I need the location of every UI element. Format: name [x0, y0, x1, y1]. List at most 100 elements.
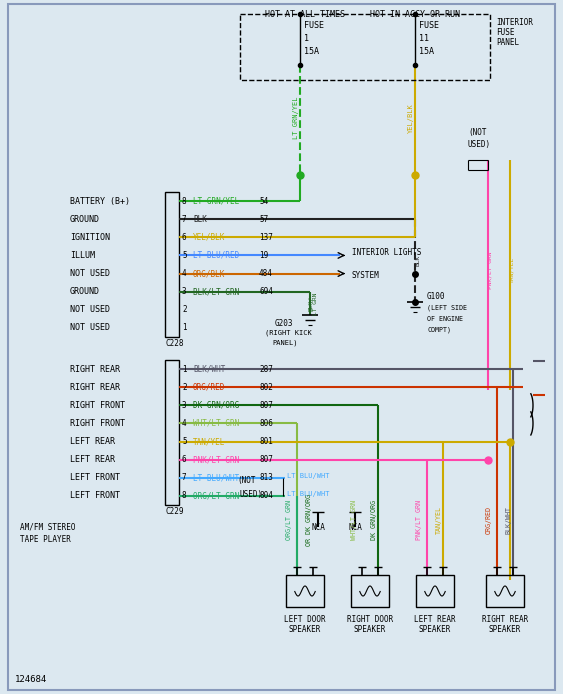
- Text: 6: 6: [182, 232, 186, 242]
- Text: HOT IN ACCY OR RUN: HOT IN ACCY OR RUN: [370, 10, 460, 19]
- Text: GROUND: GROUND: [70, 214, 100, 223]
- Text: PNK/LT GRN: PNK/LT GRN: [416, 500, 422, 540]
- Text: 54: 54: [259, 196, 268, 205]
- Text: 19: 19: [259, 251, 268, 260]
- Text: 806: 806: [259, 419, 273, 428]
- Text: 813: 813: [259, 473, 273, 482]
- Text: ILLUM: ILLUM: [70, 251, 95, 260]
- Text: BLK/WHT: BLK/WHT: [506, 506, 512, 534]
- Text: PNK/LT GRN: PNK/LT GRN: [193, 455, 239, 464]
- Text: RIGHT REAR: RIGHT REAR: [70, 382, 120, 391]
- Text: 2: 2: [182, 305, 186, 314]
- Text: 15A: 15A: [304, 46, 319, 56]
- Text: 124684: 124684: [15, 675, 47, 684]
- Text: RIGHT FRONT: RIGHT FRONT: [70, 419, 125, 428]
- Text: RIGHT REAR
SPEAKER: RIGHT REAR SPEAKER: [482, 615, 528, 634]
- Text: TAN/YEL: TAN/YEL: [510, 257, 515, 283]
- Text: 287: 287: [259, 364, 273, 373]
- Text: PANEL): PANEL): [272, 340, 297, 346]
- Text: GROUND: GROUND: [70, 287, 100, 296]
- Text: 801: 801: [259, 437, 273, 446]
- Text: BATTERY (B+): BATTERY (B+): [70, 196, 130, 205]
- Text: TAN/YEL: TAN/YEL: [436, 506, 442, 534]
- Text: USED): USED): [468, 139, 491, 149]
- Text: YEL/BLK: YEL/BLK: [408, 103, 414, 133]
- Text: ORG/LT GRN: ORG/LT GRN: [286, 500, 292, 540]
- Text: USED): USED): [240, 491, 263, 500]
- Text: 1: 1: [182, 364, 186, 373]
- Text: IGNITION: IGNITION: [70, 232, 110, 242]
- Text: 7: 7: [182, 473, 186, 482]
- Text: (NOT: (NOT: [468, 128, 486, 137]
- Text: BLK/WHT: BLK/WHT: [193, 364, 225, 373]
- Text: ORG/RED: ORG/RED: [486, 506, 492, 534]
- Text: INTERIOR: INTERIOR: [496, 17, 533, 26]
- Text: LT GRN/YEL: LT GRN/YEL: [193, 196, 239, 205]
- Text: COMPT): COMPT): [427, 327, 451, 333]
- Text: C229: C229: [165, 507, 184, 516]
- Text: 807: 807: [259, 401, 273, 410]
- Text: FUSE: FUSE: [419, 21, 439, 30]
- Text: 802: 802: [259, 382, 273, 391]
- Text: INTERIOR LIGHTS: INTERIOR LIGHTS: [352, 248, 421, 257]
- Text: BLK/LT GRN: BLK/LT GRN: [193, 287, 239, 296]
- Text: AM/FM STEREO: AM/FM STEREO: [20, 523, 75, 532]
- Text: 4: 4: [182, 269, 186, 278]
- Text: WHT/LT GRN: WHT/LT GRN: [193, 419, 239, 428]
- Text: WHT/LT GRN: WHT/LT GRN: [351, 500, 357, 540]
- Text: LEFT FRONT: LEFT FRONT: [70, 473, 120, 482]
- Text: FUSE: FUSE: [304, 21, 324, 30]
- Text: 8: 8: [182, 196, 186, 205]
- Text: 8: 8: [182, 491, 186, 500]
- Text: LEFT REAR: LEFT REAR: [70, 455, 115, 464]
- Text: 1: 1: [304, 33, 309, 42]
- Text: TAPE PLAYER: TAPE PLAYER: [20, 534, 71, 543]
- Text: LEFT DOOR
SPEAKER: LEFT DOOR SPEAKER: [284, 615, 326, 634]
- Text: ORG/RED: ORG/RED: [193, 382, 225, 391]
- Text: HOT AT ALL TIMES: HOT AT ALL TIMES: [265, 10, 345, 19]
- Text: SYSTEM: SYSTEM: [352, 271, 380, 280]
- Text: LT BLU/WHT: LT BLU/WHT: [287, 473, 329, 479]
- Text: LEFT REAR: LEFT REAR: [70, 437, 115, 446]
- Text: 804: 804: [259, 491, 273, 500]
- Text: LT BLU/RED: LT BLU/RED: [193, 251, 239, 260]
- Text: 484: 484: [259, 269, 273, 278]
- Text: NCA: NCA: [311, 523, 325, 532]
- Text: (NOT: (NOT: [237, 476, 256, 485]
- Text: 2: 2: [182, 382, 186, 391]
- Text: 807: 807: [259, 455, 273, 464]
- Text: RIGHT REAR: RIGHT REAR: [70, 364, 120, 373]
- Text: DK GRN/ORG: DK GRN/ORG: [371, 500, 377, 540]
- Text: NOT USED: NOT USED: [70, 305, 110, 314]
- Text: NCA: NCA: [348, 523, 362, 532]
- Text: BLK: BLK: [415, 255, 421, 266]
- Text: ORG/BLK: ORG/BLK: [193, 269, 225, 278]
- Text: C228: C228: [165, 339, 184, 348]
- Text: LT BLU/WHT: LT BLU/WHT: [287, 491, 329, 497]
- Text: 3: 3: [182, 287, 186, 296]
- Text: 57: 57: [259, 214, 268, 223]
- Text: (LEFT SIDE: (LEFT SIDE: [427, 305, 467, 311]
- Text: 5: 5: [182, 437, 186, 446]
- Text: TAN/YEL: TAN/YEL: [193, 437, 225, 446]
- Text: G203: G203: [275, 319, 293, 328]
- Text: 694: 694: [259, 287, 273, 296]
- Text: YEL/BLK: YEL/BLK: [193, 232, 225, 242]
- Text: 7: 7: [182, 214, 186, 223]
- Text: 5: 5: [182, 251, 186, 260]
- Text: ORG/LT GRN: ORG/LT GRN: [193, 491, 239, 500]
- Text: FUSE: FUSE: [496, 28, 515, 37]
- Text: 137: 137: [259, 232, 273, 242]
- Text: RIGHT FRONT: RIGHT FRONT: [70, 401, 125, 410]
- Text: 6: 6: [182, 455, 186, 464]
- Text: PNK/LT GRN: PNK/LT GRN: [488, 251, 493, 289]
- Text: (RIGHT KICK: (RIGHT KICK: [265, 330, 312, 337]
- Text: G100: G100: [427, 291, 445, 301]
- Text: LEFT FRONT: LEFT FRONT: [70, 491, 120, 500]
- Text: 1: 1: [182, 323, 186, 332]
- Text: NOT USED: NOT USED: [70, 269, 110, 278]
- Text: BLK/
LT GRN: BLK/ LT GRN: [307, 292, 319, 314]
- Text: 11: 11: [419, 33, 429, 42]
- Text: 3: 3: [182, 401, 186, 410]
- Text: LEFT REAR
SPEAKER: LEFT REAR SPEAKER: [414, 615, 456, 634]
